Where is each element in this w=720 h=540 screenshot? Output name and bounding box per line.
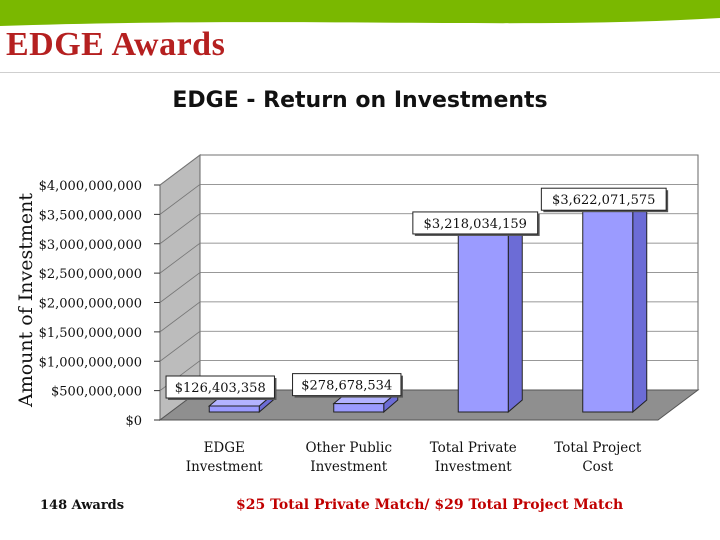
data-label: $278,678,534 [292, 373, 403, 398]
bars [207, 194, 649, 414]
grid-line [159, 154, 698, 186]
data-label-text: $3,218,034,159 [424, 217, 527, 232]
x-axis-ticks: EDGE Investment Other Public Investment Tota… [186, 440, 642, 475]
bar-front [333, 403, 385, 413]
x-tick-label: Investment [186, 459, 263, 475]
x-tick-label: Investment [310, 459, 387, 475]
grid-line [159, 183, 698, 215]
bar-front [582, 206, 634, 413]
data-label: $3,218,034,159 [412, 211, 540, 236]
bar-side [507, 217, 523, 414]
slide-title: EDGE Awards [6, 26, 226, 63]
y-tick-label: $2,000,000,000 [39, 297, 142, 312]
y-axis-label: Amount of Investment [15, 193, 37, 408]
awards-count-note: 148 Awards [40, 498, 125, 513]
bar-front [457, 230, 509, 413]
y-tick-label: $4,000,000,000 [39, 179, 142, 194]
y-tick-label: $1,500,000,000 [39, 326, 142, 341]
x-tick-label: Investment [435, 459, 512, 475]
y-tick-label: $1,000,000,000 [39, 355, 142, 370]
header-green-swoosh [0, 0, 720, 26]
grid-line [159, 272, 698, 303]
header-band [0, 0, 720, 26]
data-labels: $126,403,358 $278,678,534 $3,218,034,159 $3… [165, 187, 669, 400]
y-tick-label: $3,500,000,000 [39, 208, 142, 223]
x-tick-label: Total Project [554, 440, 642, 456]
x-tick-label: Total Private [430, 440, 517, 456]
grid-line [159, 301, 698, 333]
y-tick-label: $2,500,000,000 [39, 267, 142, 282]
y-tick-label: $500,000,000 [51, 385, 142, 400]
x-tick-label: Cost [582, 459, 613, 475]
data-label: $3,622,071,575 [540, 187, 669, 213]
y-tick-label: $3,000,000,000 [39, 238, 142, 253]
data-label-text: $3,622,071,575 [552, 193, 655, 208]
data-label-box [540, 187, 667, 211]
data-label-text: $278,678,534 [301, 379, 392, 394]
data-label-text: $126,403,358 [175, 381, 266, 396]
grid-line [159, 330, 698, 362]
data-label: $126,403,358 [165, 375, 277, 400]
y-tick-label: $0 [125, 414, 142, 429]
data-label-box [165, 375, 275, 399]
bar [456, 217, 524, 414]
bar-front [208, 405, 260, 413]
x-tick-label: Other Public [305, 440, 392, 456]
bar [581, 194, 649, 414]
match-ratio-note: $25 Total Private Match/ $29 Total Proje… [236, 497, 624, 513]
data-label-box [412, 211, 539, 235]
title-divider [0, 72, 720, 73]
y-axis-ticks: $0 $500,000,000 $1,000,000,000 $1,500,000,0… [39, 179, 160, 429]
grid-line [159, 242, 698, 274]
data-label-box [292, 373, 402, 397]
bar-side [632, 194, 648, 414]
x-tick-label: EDGE [204, 440, 245, 456]
chart-title: EDGE - Return on Investments [172, 88, 548, 113]
